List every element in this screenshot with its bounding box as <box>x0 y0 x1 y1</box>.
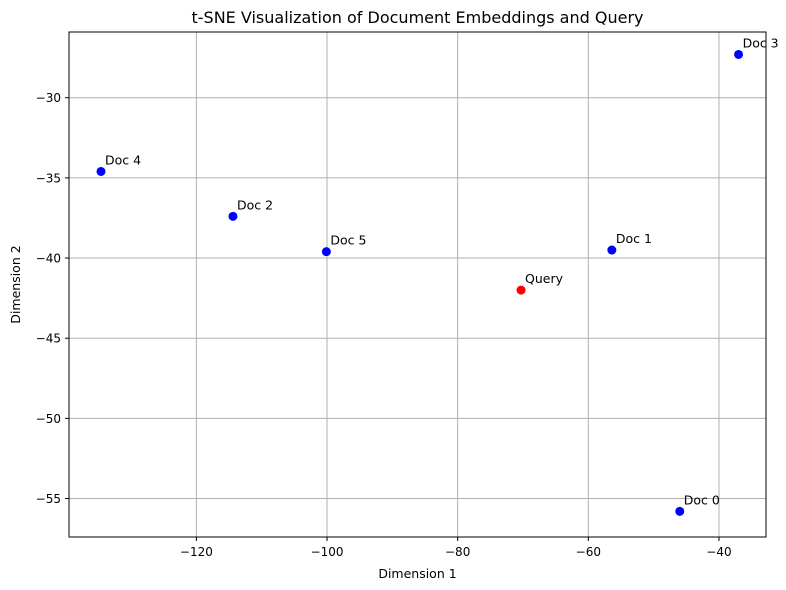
y-tick-label: −55 <box>36 492 61 506</box>
doc-3-label: Doc 3 <box>743 35 779 50</box>
x-tick-label: −120 <box>180 545 213 559</box>
x-axis-label: Dimension 1 <box>378 566 456 581</box>
doc-1-label: Doc 1 <box>616 231 652 246</box>
y-tick-label: −45 <box>36 332 61 346</box>
doc-0-label: Doc 0 <box>684 492 720 507</box>
y-tick-label: −50 <box>36 412 61 426</box>
y-tick-label: −35 <box>36 171 61 185</box>
plot-frame <box>68 31 767 538</box>
chart-title: t-SNE Visualization of Document Embeddin… <box>192 8 644 27</box>
doc-1-point <box>607 245 617 255</box>
y-tick-label: −30 <box>36 91 61 105</box>
data-points: Doc 0 Doc 1 Doc 2 Doc 3 Doc 4 Doc 5 Query <box>96 35 779 516</box>
x-tick-label: −40 <box>706 545 731 559</box>
y-axis-label: Dimension 2 <box>8 245 23 323</box>
x-tick-label: −60 <box>576 545 601 559</box>
doc-5-label: Doc 5 <box>330 233 366 248</box>
doc-0-point <box>675 506 685 516</box>
x-tick-label: −100 <box>311 545 344 559</box>
x-tick-label: −80 <box>445 545 470 559</box>
axis-ticks: −120 −100 −80 −60 −40 −55 −50 −45 −40 −35 −30 <box>36 91 732 559</box>
doc-4-point <box>96 166 106 176</box>
doc-3-point <box>734 49 744 59</box>
y-tick-label: −40 <box>36 252 61 266</box>
query-point <box>516 285 526 295</box>
doc-5-point <box>321 247 331 257</box>
doc-2-point <box>228 211 238 221</box>
query-label: Query <box>525 271 564 286</box>
doc-4-label: Doc 4 <box>105 152 141 167</box>
doc-2-label: Doc 2 <box>237 197 273 212</box>
grid <box>69 32 766 537</box>
